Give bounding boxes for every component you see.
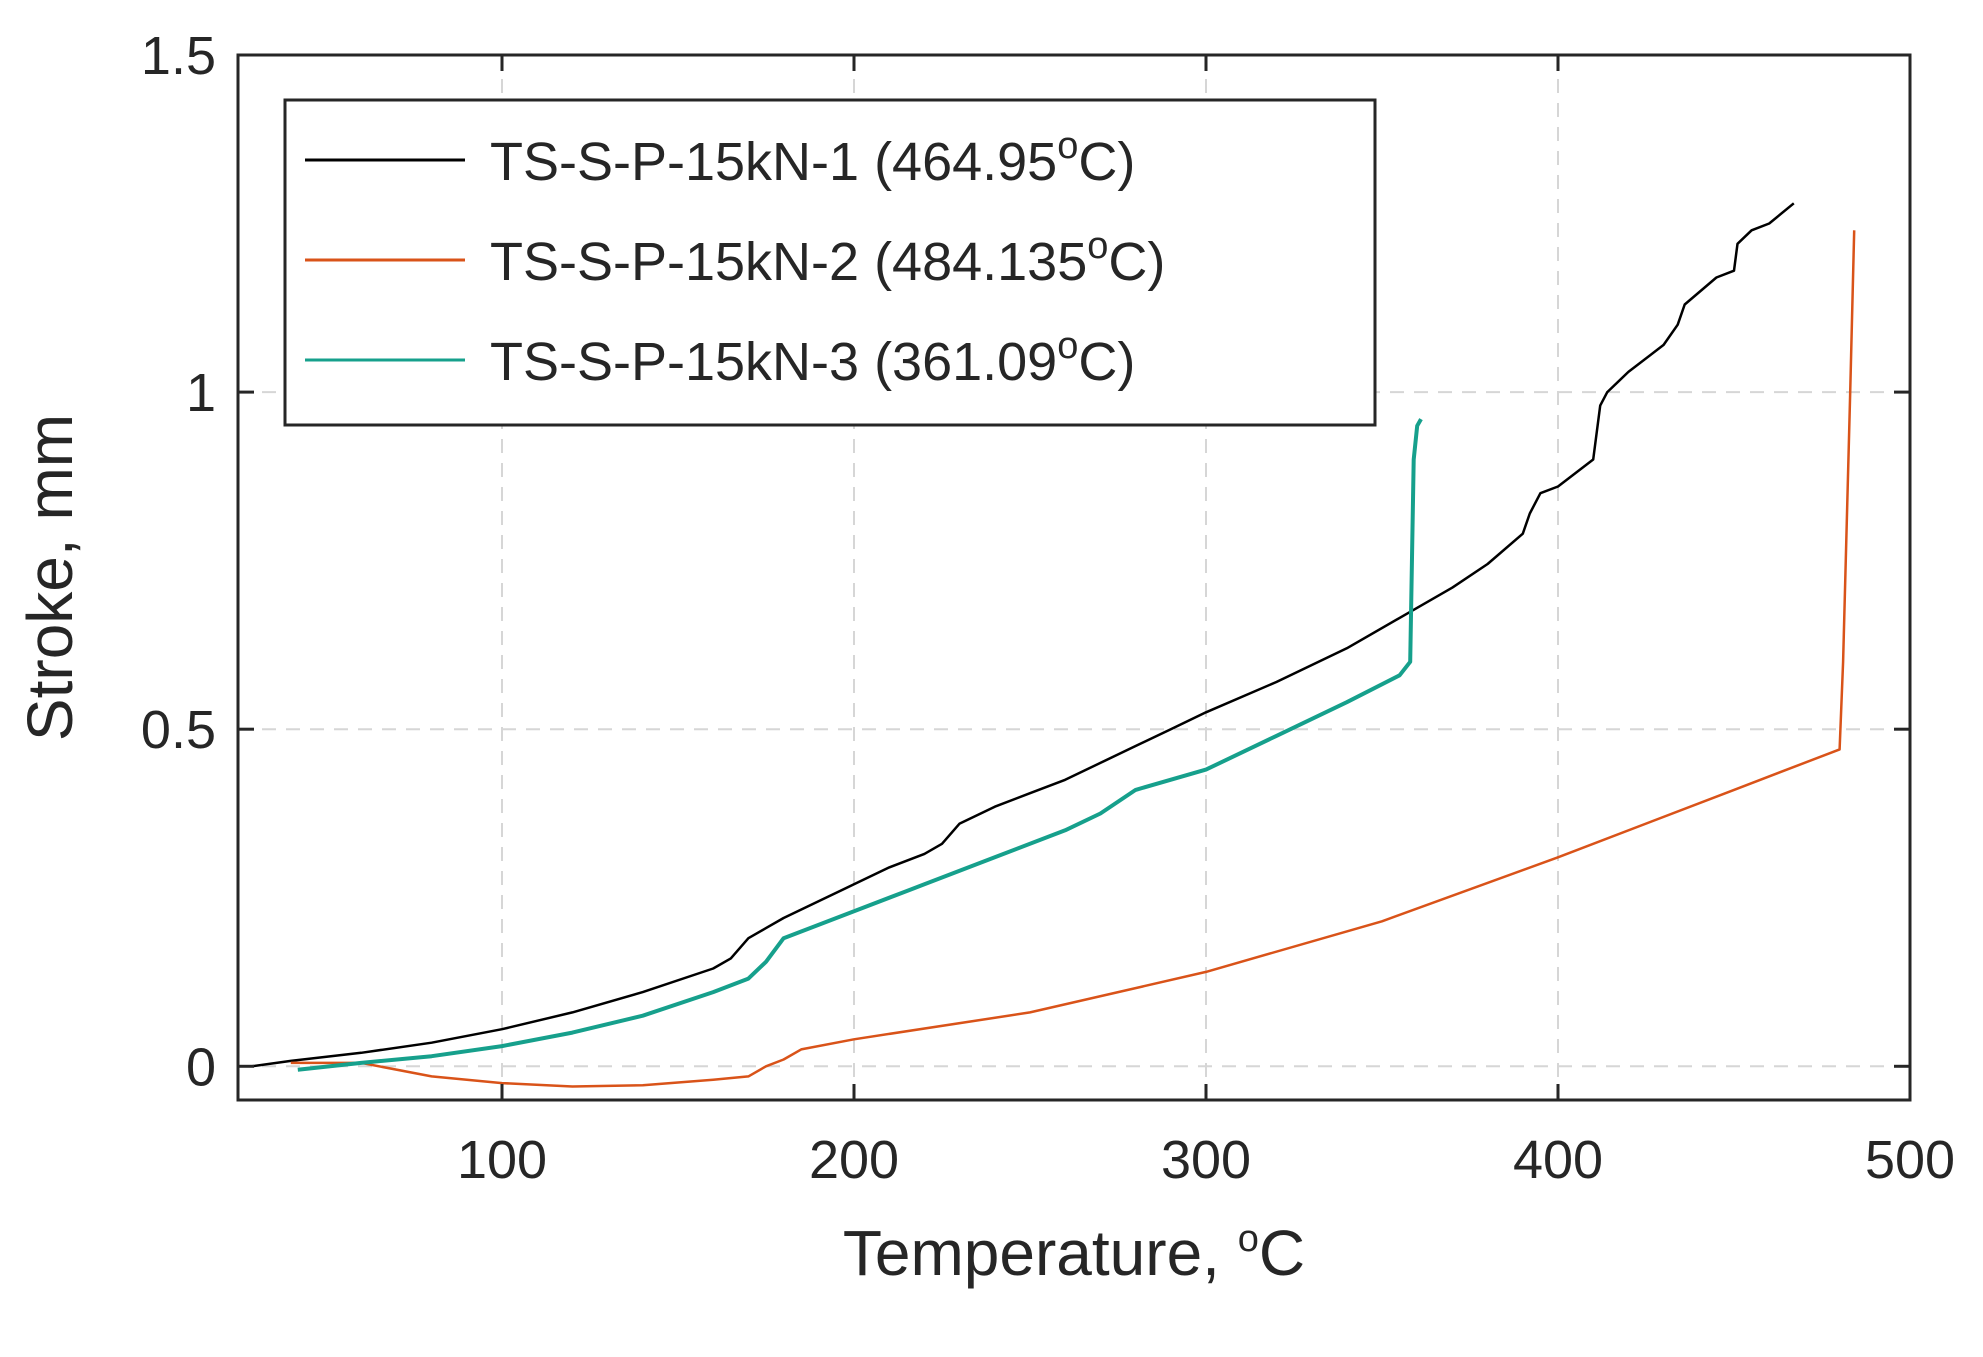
legend-label-unit: C): [1078, 132, 1135, 192]
x-tick-label: 300: [1161, 1130, 1251, 1190]
series-line-3: [297, 418, 1423, 1072]
legend-label-unit: C): [1078, 332, 1135, 392]
y-axis-label: Stroke, mm: [14, 414, 86, 741]
y-tick-label: 0: [186, 1037, 216, 1097]
legend-box: [283, 98, 1377, 427]
legend-label-3: TS-S-P-15kN-3 (361.09oC): [490, 325, 1135, 392]
series-group: [251, 202, 1856, 1088]
x-tick-label: 100: [457, 1130, 547, 1190]
legend-label-unit: C): [1108, 232, 1165, 292]
x-tick-label: 500: [1865, 1130, 1955, 1190]
legend-label-main: TS-S-P-15kN-2 (484.135: [490, 232, 1087, 292]
legend: TS-S-P-15kN-1 (464.95oC)TS-S-P-15kN-2 (4…: [283, 98, 1377, 427]
ticks-group: 100 200 300 400 500 0 0.5 1 1.5: [141, 26, 1955, 1190]
legend-label-degree: o: [1087, 225, 1108, 267]
y-tick-label: 1: [186, 363, 216, 423]
x-axis-label-unit: C: [1259, 1217, 1305, 1289]
x-axis-label: Temperature, oC: [843, 1217, 1305, 1289]
legend-label-degree: o: [1057, 325, 1078, 367]
y-tick-label: 0.5: [141, 700, 216, 760]
y-tick-label: 1.5: [141, 26, 216, 86]
axes-box: [236, 53, 1912, 1102]
x-axis-label-degree: o: [1238, 1218, 1259, 1260]
legend-label-main: TS-S-P-15kN-1 (464.95: [490, 132, 1057, 192]
series-line-1: [251, 202, 1795, 1068]
x-tick-label: 200: [809, 1130, 899, 1190]
legend-label-degree: o: [1057, 125, 1078, 167]
legend-label-main: TS-S-P-15kN-3 (361.09: [490, 332, 1057, 392]
legend-label-1: TS-S-P-15kN-1 (464.95oC): [490, 125, 1135, 192]
legend-label-2: TS-S-P-15kN-2 (484.135oC): [490, 225, 1165, 292]
series-line-2: [290, 230, 1856, 1088]
x-axis-label-main: Temperature,: [843, 1217, 1238, 1289]
x-tick-label: 400: [1513, 1130, 1603, 1190]
